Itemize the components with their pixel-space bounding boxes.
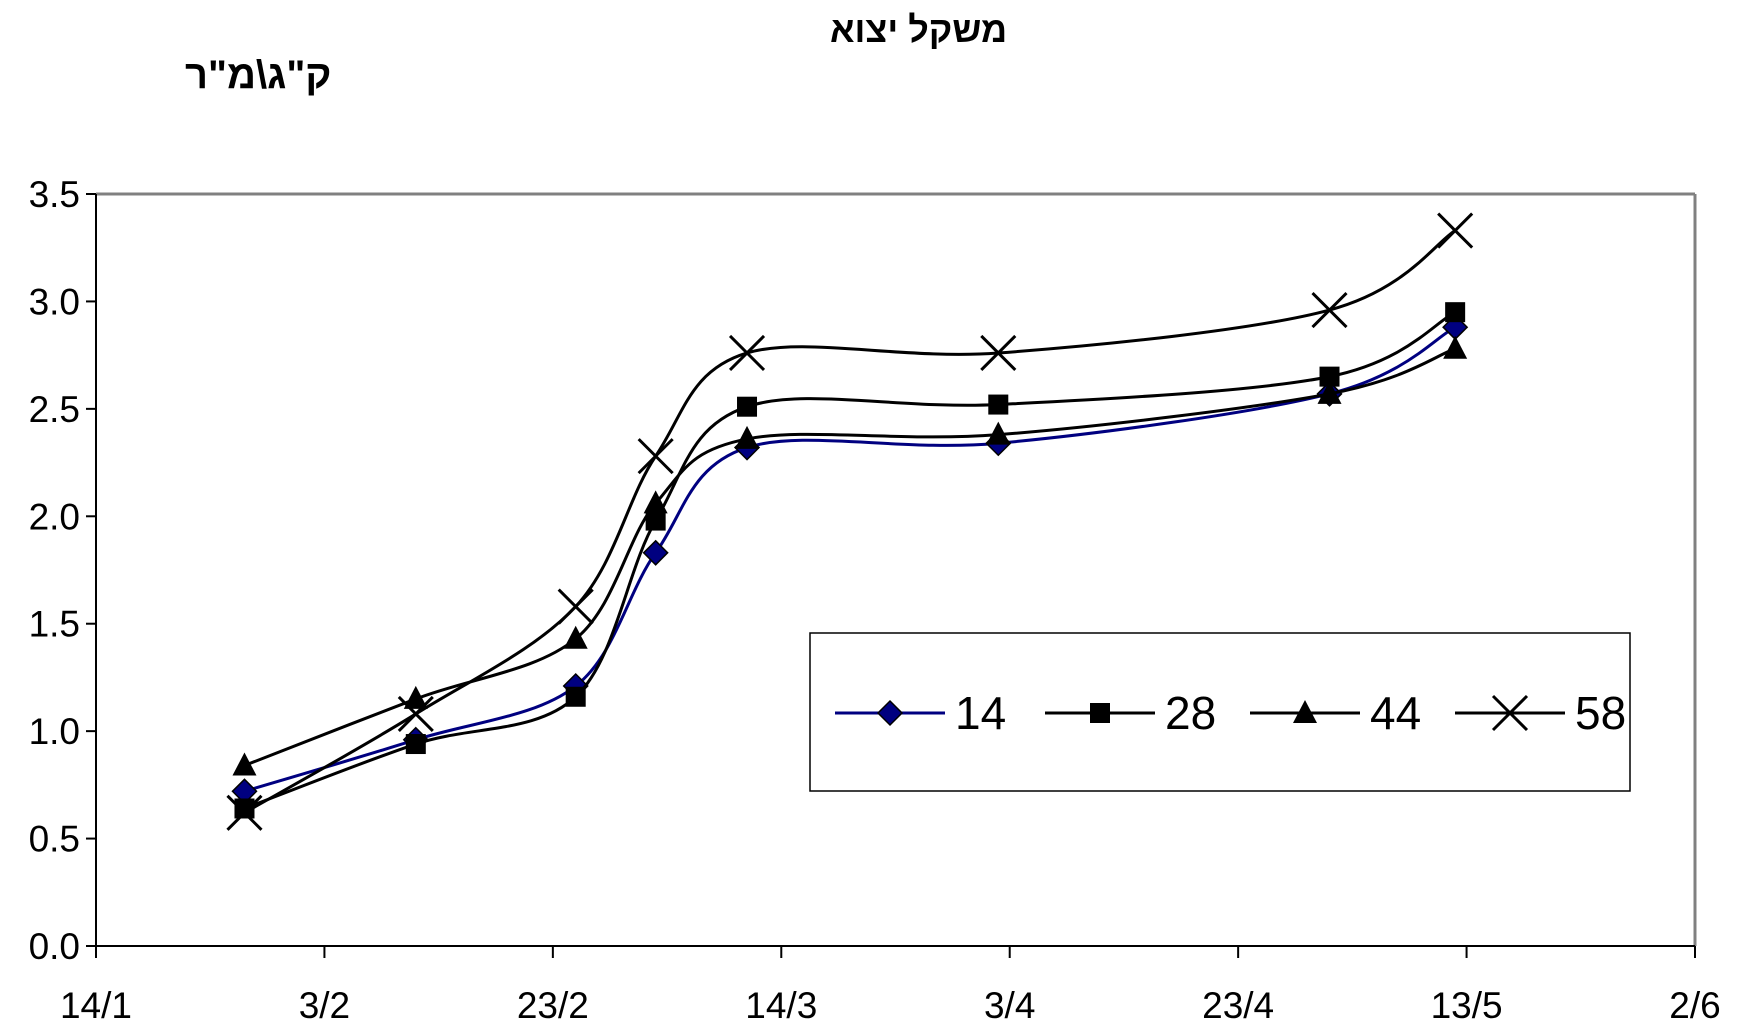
- series-58: [226, 212, 1474, 831]
- x-marker: [728, 334, 766, 372]
- triangle-marker: [563, 625, 588, 649]
- legend-label: 28: [1165, 687, 1216, 739]
- x-marker: [637, 438, 674, 475]
- x-marker-stroke: [226, 794, 263, 831]
- triangle-marker: [1443, 335, 1468, 359]
- series-14-line: [244, 325, 1456, 793]
- plot-frame: [95, 192, 1697, 947]
- square-marker: [1445, 302, 1466, 323]
- diamond-marker: [876, 699, 904, 727]
- x-marker-stroke: [557, 588, 594, 625]
- x-marker-stroke: [728, 334, 766, 372]
- series-layer: [226, 212, 1474, 831]
- y-tick-label: 2.0: [29, 496, 80, 537]
- x-marker: [226, 794, 263, 831]
- x-axis: 14/1 3/2 23/2 14/3 3/4 23/4 13/5 2/6: [60, 946, 1721, 1026]
- triangle-marker: [232, 752, 257, 776]
- diamond-marker: [642, 539, 669, 566]
- series-44: [232, 335, 1468, 776]
- series-58-line: [243, 229, 1456, 815]
- x-marker-stroke: [980, 334, 1017, 372]
- legend: 14 28 44 58: [809, 632, 1631, 792]
- square-marker: [1319, 366, 1340, 387]
- y-tick-label: 1.0: [29, 711, 80, 752]
- x-tick-label: 23/4: [1202, 985, 1274, 1026]
- x-tick-label: 14/1: [60, 985, 132, 1026]
- square-marker: [405, 734, 426, 755]
- square-marker: [234, 798, 255, 819]
- x-tick-label: 13/5: [1431, 985, 1503, 1026]
- x-tick-label: 3/4: [984, 985, 1035, 1026]
- y-tick-label: 1.5: [29, 604, 80, 645]
- x-marker: [980, 334, 1017, 372]
- y-tick-label: 3.5: [29, 174, 80, 215]
- legend-item-14: 14: [835, 687, 1006, 739]
- y-tick-label: 2.5: [29, 389, 80, 430]
- series-28: [234, 302, 1466, 819]
- x-marker-stroke: [637, 438, 674, 475]
- legend-label: 44: [1370, 687, 1421, 739]
- x-marker: [1491, 694, 1529, 732]
- chart-title: משקל יצוא: [830, 9, 1007, 50]
- square-marker: [988, 394, 1009, 415]
- triangle-marker: [1317, 380, 1342, 404]
- legend-item-58: 58: [1455, 687, 1626, 739]
- y-tick-label: 0.5: [29, 819, 80, 860]
- square-marker: [737, 396, 758, 417]
- x-tick-label: 2/6: [1669, 985, 1720, 1026]
- x-marker: [1437, 212, 1474, 249]
- square-marker: [565, 686, 586, 707]
- square-marker: [1090, 703, 1110, 723]
- legend-label: 14: [955, 687, 1006, 739]
- y-axis-label: ק"ג\מ"ר: [185, 53, 331, 97]
- x-marker-stroke: [397, 695, 434, 733]
- y-tick-label: 0.0: [29, 926, 80, 967]
- x-tick-label: 3/2: [299, 985, 350, 1026]
- x-marker: [1311, 291, 1348, 329]
- triangle-marker: [735, 425, 760, 449]
- legend-item-44: 44: [1250, 687, 1421, 739]
- x-marker: [557, 588, 594, 625]
- triangle-marker: [643, 490, 668, 514]
- x-marker-stroke: [1311, 291, 1348, 329]
- x-tick-label: 23/2: [517, 985, 589, 1026]
- legend-label: 58: [1575, 687, 1626, 739]
- y-axis: 0.0 0.5 1.0 1.5 2.0 2.5 3.0 3.5: [29, 174, 96, 967]
- y-tick-label: 3.0: [29, 281, 80, 322]
- x-tick-label: 14/3: [745, 985, 817, 1026]
- square-marker: [645, 510, 666, 531]
- triangle-marker: [403, 685, 428, 709]
- x-marker-stroke: [1437, 212, 1474, 249]
- series-28-line: [243, 310, 1456, 810]
- series-44-line: [243, 347, 1456, 767]
- plot-area: [96, 194, 1695, 946]
- legend-item-28: 28: [1045, 687, 1216, 739]
- triangle-marker: [1293, 700, 1317, 723]
- x-marker-stroke: [1491, 694, 1529, 732]
- triangle-marker: [986, 421, 1011, 445]
- x-marker: [397, 695, 434, 733]
